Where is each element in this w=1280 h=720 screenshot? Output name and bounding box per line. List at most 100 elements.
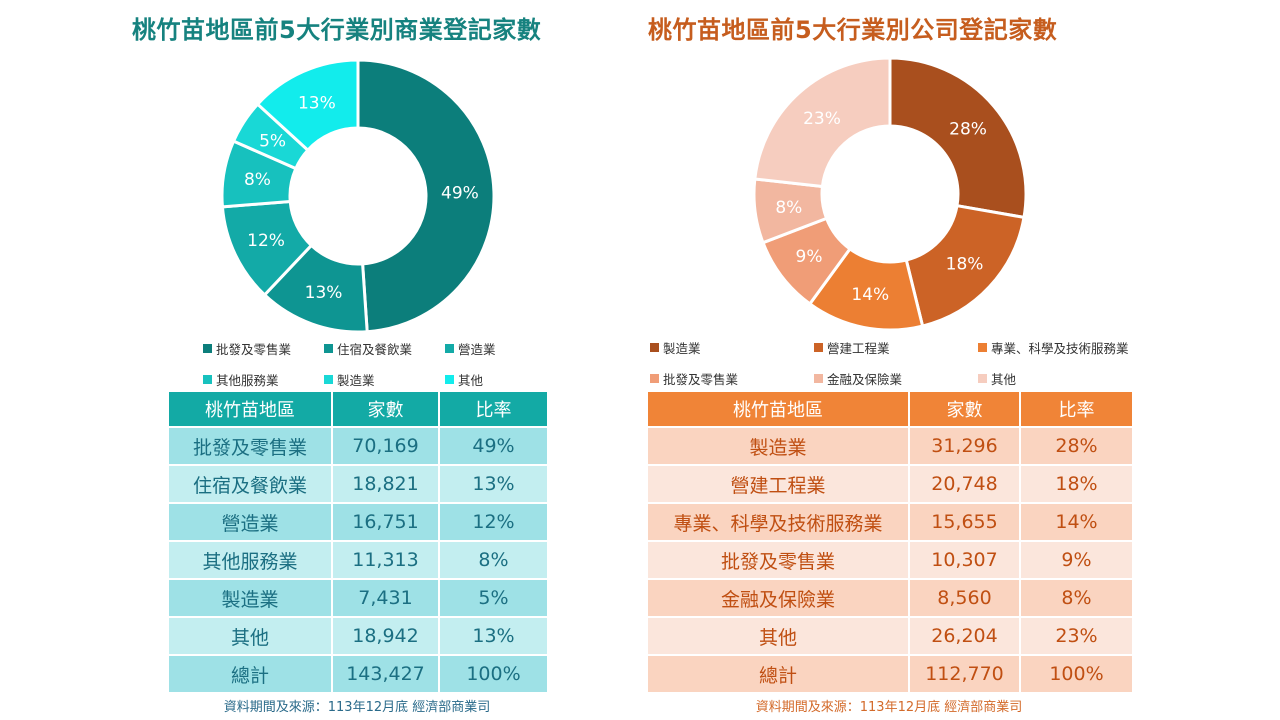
table-row: 金融及保險業 8,560 8% (646, 578, 1134, 618)
right-source-note: 資料期間及來源：113年12月底 經濟部商業司 (755, 700, 1023, 715)
row-ratio: 8% (1019, 578, 1134, 618)
row-ratio: 28% (1019, 426, 1134, 466)
table-row: 專業、科學及技術服務業 15,655 14% (646, 502, 1134, 542)
total-name: 總計 (646, 654, 910, 694)
left-legend-swatch-3 (203, 375, 212, 384)
right-legend-item-5: 其他 (978, 369, 1016, 388)
left-header-region: 桃竹苗地區 (167, 390, 333, 428)
right-slice-label-2: 14% (851, 285, 889, 305)
right-legend-item-3: 批發及零售業 (650, 369, 738, 388)
left-slice-0 (356, 58, 496, 334)
left-legend-swatch-4 (324, 375, 333, 384)
row-ratio: 9% (1019, 540, 1134, 580)
row-name: 營造業 (167, 502, 333, 542)
right-slice-label-4: 8% (775, 198, 802, 218)
right-slice-label-1: 18% (946, 255, 984, 275)
row-count: 10,307 (908, 540, 1021, 580)
left-legend-item-2: 營造業 (445, 339, 496, 358)
right-legend-swatch-4 (814, 374, 823, 383)
left-slice-5 (255, 58, 360, 153)
right-slice-label-0: 28% (949, 119, 987, 139)
right-legend-swatch-0 (650, 343, 659, 352)
left-legend-item-0: 批發及零售業 (203, 339, 291, 358)
left-legend-label-3: 其他服務業 (216, 373, 279, 388)
right-data-table: 桃竹苗地區 家數 比率 製造業 31,296 28% 營建工程業 20,748 … (646, 390, 1134, 694)
row-name: 其他服務業 (167, 540, 333, 580)
left-slice-label-3: 8% (244, 170, 271, 190)
left-source-note: 資料期間及來源：113年12月底 經濟部商業司 (223, 700, 491, 715)
right-slice-label-3: 9% (796, 247, 823, 267)
right-legend-item-4: 金融及保險業 (814, 369, 902, 388)
right-legend-label-1: 營建工程業 (827, 341, 890, 356)
row-ratio: 5% (438, 578, 549, 618)
right-slice-0 (888, 56, 1028, 220)
table-row: 營造業 16,751 12% (167, 502, 549, 542)
left-legend-item-4: 製造業 (324, 370, 375, 389)
left-legend-swatch-0 (203, 344, 212, 353)
row-name: 住宿及餐飲業 (167, 464, 333, 504)
left-header-count: 家數 (331, 390, 440, 428)
total-ratio: 100% (1019, 654, 1134, 694)
left-legend-label-0: 批發及零售業 (216, 342, 292, 357)
left-legend-label-4: 製造業 (337, 373, 375, 388)
left-legend-swatch-1 (324, 344, 333, 353)
right-legend-swatch-2 (978, 343, 987, 352)
left-table-header-row: 桃竹苗地區 家數 比率 (167, 390, 549, 428)
table-row: 其他 18,942 13% (167, 616, 549, 656)
table-row: 批發及零售業 70,169 49% (167, 426, 549, 466)
right-slice-5 (753, 56, 892, 189)
right-donut-chart: 28% 18% 14% 9% 8% 23% (752, 56, 1028, 332)
row-ratio: 14% (1019, 502, 1134, 542)
total-ratio: 100% (438, 654, 549, 694)
row-count: 70,169 (331, 426, 440, 466)
table-row: 其他 26,204 23% (646, 616, 1134, 656)
left-legend-swatch-5 (445, 375, 454, 384)
left-slice-label-1: 13% (305, 283, 343, 303)
table-total-row: 總計 143,427 100% (167, 654, 549, 694)
row-count: 7,431 (331, 578, 440, 618)
left-header-ratio: 比率 (438, 390, 549, 428)
table-row: 住宿及餐飲業 18,821 13% (167, 464, 549, 504)
row-name: 批發及零售業 (646, 540, 910, 580)
right-legend-swatch-3 (650, 374, 659, 383)
right-table-header-row: 桃竹苗地區 家數 比率 (646, 390, 1134, 428)
total-name: 總計 (167, 654, 333, 694)
table-row: 營建工程業 20,748 18% (646, 464, 1134, 504)
right-legend-item-2: 專業、科學及技術服務業 (978, 338, 1129, 357)
row-count: 15,655 (908, 502, 1021, 542)
row-name: 專業、科學及技術服務業 (646, 502, 910, 542)
row-count: 8,560 (908, 578, 1021, 618)
row-name: 營建工程業 (646, 464, 910, 504)
left-legend-item-5: 其他 (445, 370, 483, 389)
total-count: 143,427 (331, 654, 440, 694)
row-ratio: 13% (438, 616, 549, 656)
table-row: 批發及零售業 10,307 9% (646, 540, 1134, 580)
row-name: 其他 (646, 616, 910, 656)
left-donut-chart: 49% 13% 12% 8% 5% 13% (220, 58, 496, 334)
left-chart-title: 桃竹苗地區前5大行業別商業登記家數 (132, 16, 542, 44)
left-slice-label-2: 12% (247, 231, 285, 251)
row-ratio: 23% (1019, 616, 1134, 656)
left-legend-item-3: 其他服務業 (203, 370, 279, 389)
right-legend-swatch-1 (814, 343, 823, 352)
right-chart-title: 桃竹苗地區前5大行業別公司登記家數 (648, 16, 1058, 44)
right-legend-label-0: 製造業 (663, 341, 701, 356)
right-legend-label-3: 批發及零售業 (663, 372, 739, 387)
left-legend-swatch-2 (445, 344, 454, 353)
right-legend-label-2: 專業、科學及技術服務業 (991, 341, 1129, 356)
right-legend-swatch-5 (978, 374, 987, 383)
row-ratio: 18% (1019, 464, 1134, 504)
row-name: 製造業 (167, 578, 333, 618)
right-legend-label-5: 其他 (991, 372, 1017, 387)
right-slice-1 (904, 203, 1026, 328)
row-name: 金融及保險業 (646, 578, 910, 618)
row-count: 18,821 (331, 464, 440, 504)
right-header-region: 桃竹苗地區 (646, 390, 910, 428)
left-slice-label-5: 13% (298, 94, 336, 114)
right-legend-label-4: 金融及保險業 (827, 372, 903, 387)
table-total-row: 總計 112,770 100% (646, 654, 1134, 694)
row-ratio: 13% (438, 464, 549, 504)
right-slice-label-5: 23% (803, 109, 841, 129)
right-header-count: 家數 (908, 390, 1021, 428)
row-count: 18,942 (331, 616, 440, 656)
